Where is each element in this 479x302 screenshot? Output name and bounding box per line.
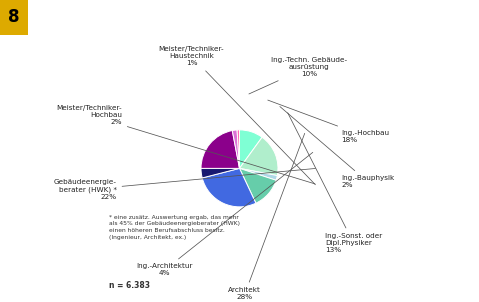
- Text: Qualifikation der Energieberater: Qualifikation der Energieberater: [34, 10, 329, 25]
- Bar: [0, 0, 28, 35]
- Wedge shape: [237, 130, 240, 168]
- Wedge shape: [240, 130, 262, 168]
- Wedge shape: [240, 137, 278, 175]
- Text: Gebäudeenergie-
berater (HWK) *
22%: Gebäudeenergie- berater (HWK) * 22%: [54, 169, 316, 200]
- Wedge shape: [240, 168, 277, 180]
- Text: Ing.-Sonst. oder
Dipl.Physiker
13%: Ing.-Sonst. oder Dipl.Physiker 13%: [288, 113, 382, 253]
- Text: n = 6.383: n = 6.383: [109, 281, 149, 291]
- Wedge shape: [240, 168, 276, 203]
- Text: Ing.-Bauphysik
2%: Ing.-Bauphysik 2%: [280, 107, 394, 188]
- Text: Meister/Techniker-
Haustechnik
1%: Meister/Techniker- Haustechnik 1%: [159, 46, 315, 185]
- Wedge shape: [202, 168, 256, 207]
- Text: * eine zusätz. Auswertung ergab, das mehr
als 45% der Gebäudeenergieberater (HWK: * eine zusätz. Auswertung ergab, das meh…: [109, 215, 240, 239]
- Text: Ing.-Architektur
4%: Ing.-Architektur 4%: [137, 153, 313, 276]
- Wedge shape: [232, 130, 240, 168]
- Text: Architekt
28%: Architekt 28%: [228, 133, 305, 300]
- Wedge shape: [201, 168, 240, 178]
- Text: Ing.-Techn. Gebäude-
ausrüstung
10%: Ing.-Techn. Gebäude- ausrüstung 10%: [249, 57, 347, 94]
- Wedge shape: [201, 130, 240, 169]
- Text: 8: 8: [8, 8, 20, 26]
- Text: Ing.-Hochbau
18%: Ing.-Hochbau 18%: [268, 100, 389, 143]
- Text: Meister/Techniker-
Hochbau
2%: Meister/Techniker- Hochbau 2%: [56, 105, 315, 184]
